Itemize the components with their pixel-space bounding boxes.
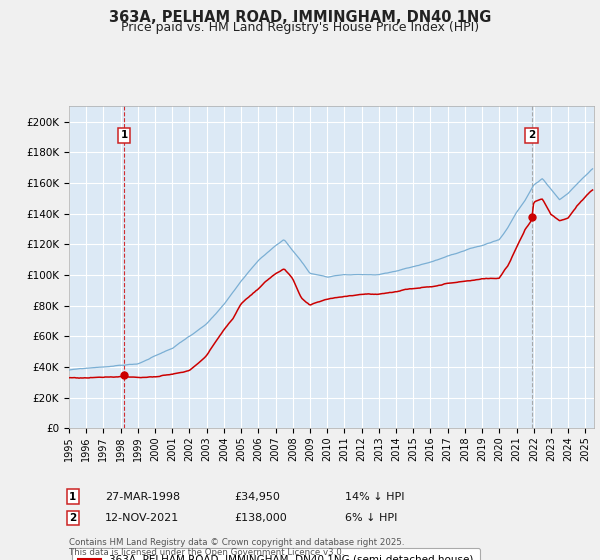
Legend: 363A, PELHAM ROAD, IMMINGHAM, DN40 1NG (semi-detached house), HPI: Average price: 363A, PELHAM ROAD, IMMINGHAM, DN40 1NG (… [71, 548, 480, 560]
Text: 6% ↓ HPI: 6% ↓ HPI [345, 513, 397, 523]
Text: Price paid vs. HM Land Registry's House Price Index (HPI): Price paid vs. HM Land Registry's House … [121, 21, 479, 34]
Text: 14% ↓ HPI: 14% ↓ HPI [345, 492, 404, 502]
Text: 27-MAR-1998: 27-MAR-1998 [105, 492, 180, 502]
Text: Contains HM Land Registry data © Crown copyright and database right 2025.
This d: Contains HM Land Registry data © Crown c… [69, 538, 404, 557]
Text: 2: 2 [528, 130, 535, 141]
Text: £34,950: £34,950 [234, 492, 280, 502]
Text: 2: 2 [69, 513, 76, 523]
Text: 1: 1 [121, 130, 128, 141]
Text: 12-NOV-2021: 12-NOV-2021 [105, 513, 179, 523]
Text: £138,000: £138,000 [234, 513, 287, 523]
Text: 1: 1 [69, 492, 76, 502]
Text: 363A, PELHAM ROAD, IMMINGHAM, DN40 1NG: 363A, PELHAM ROAD, IMMINGHAM, DN40 1NG [109, 10, 491, 25]
